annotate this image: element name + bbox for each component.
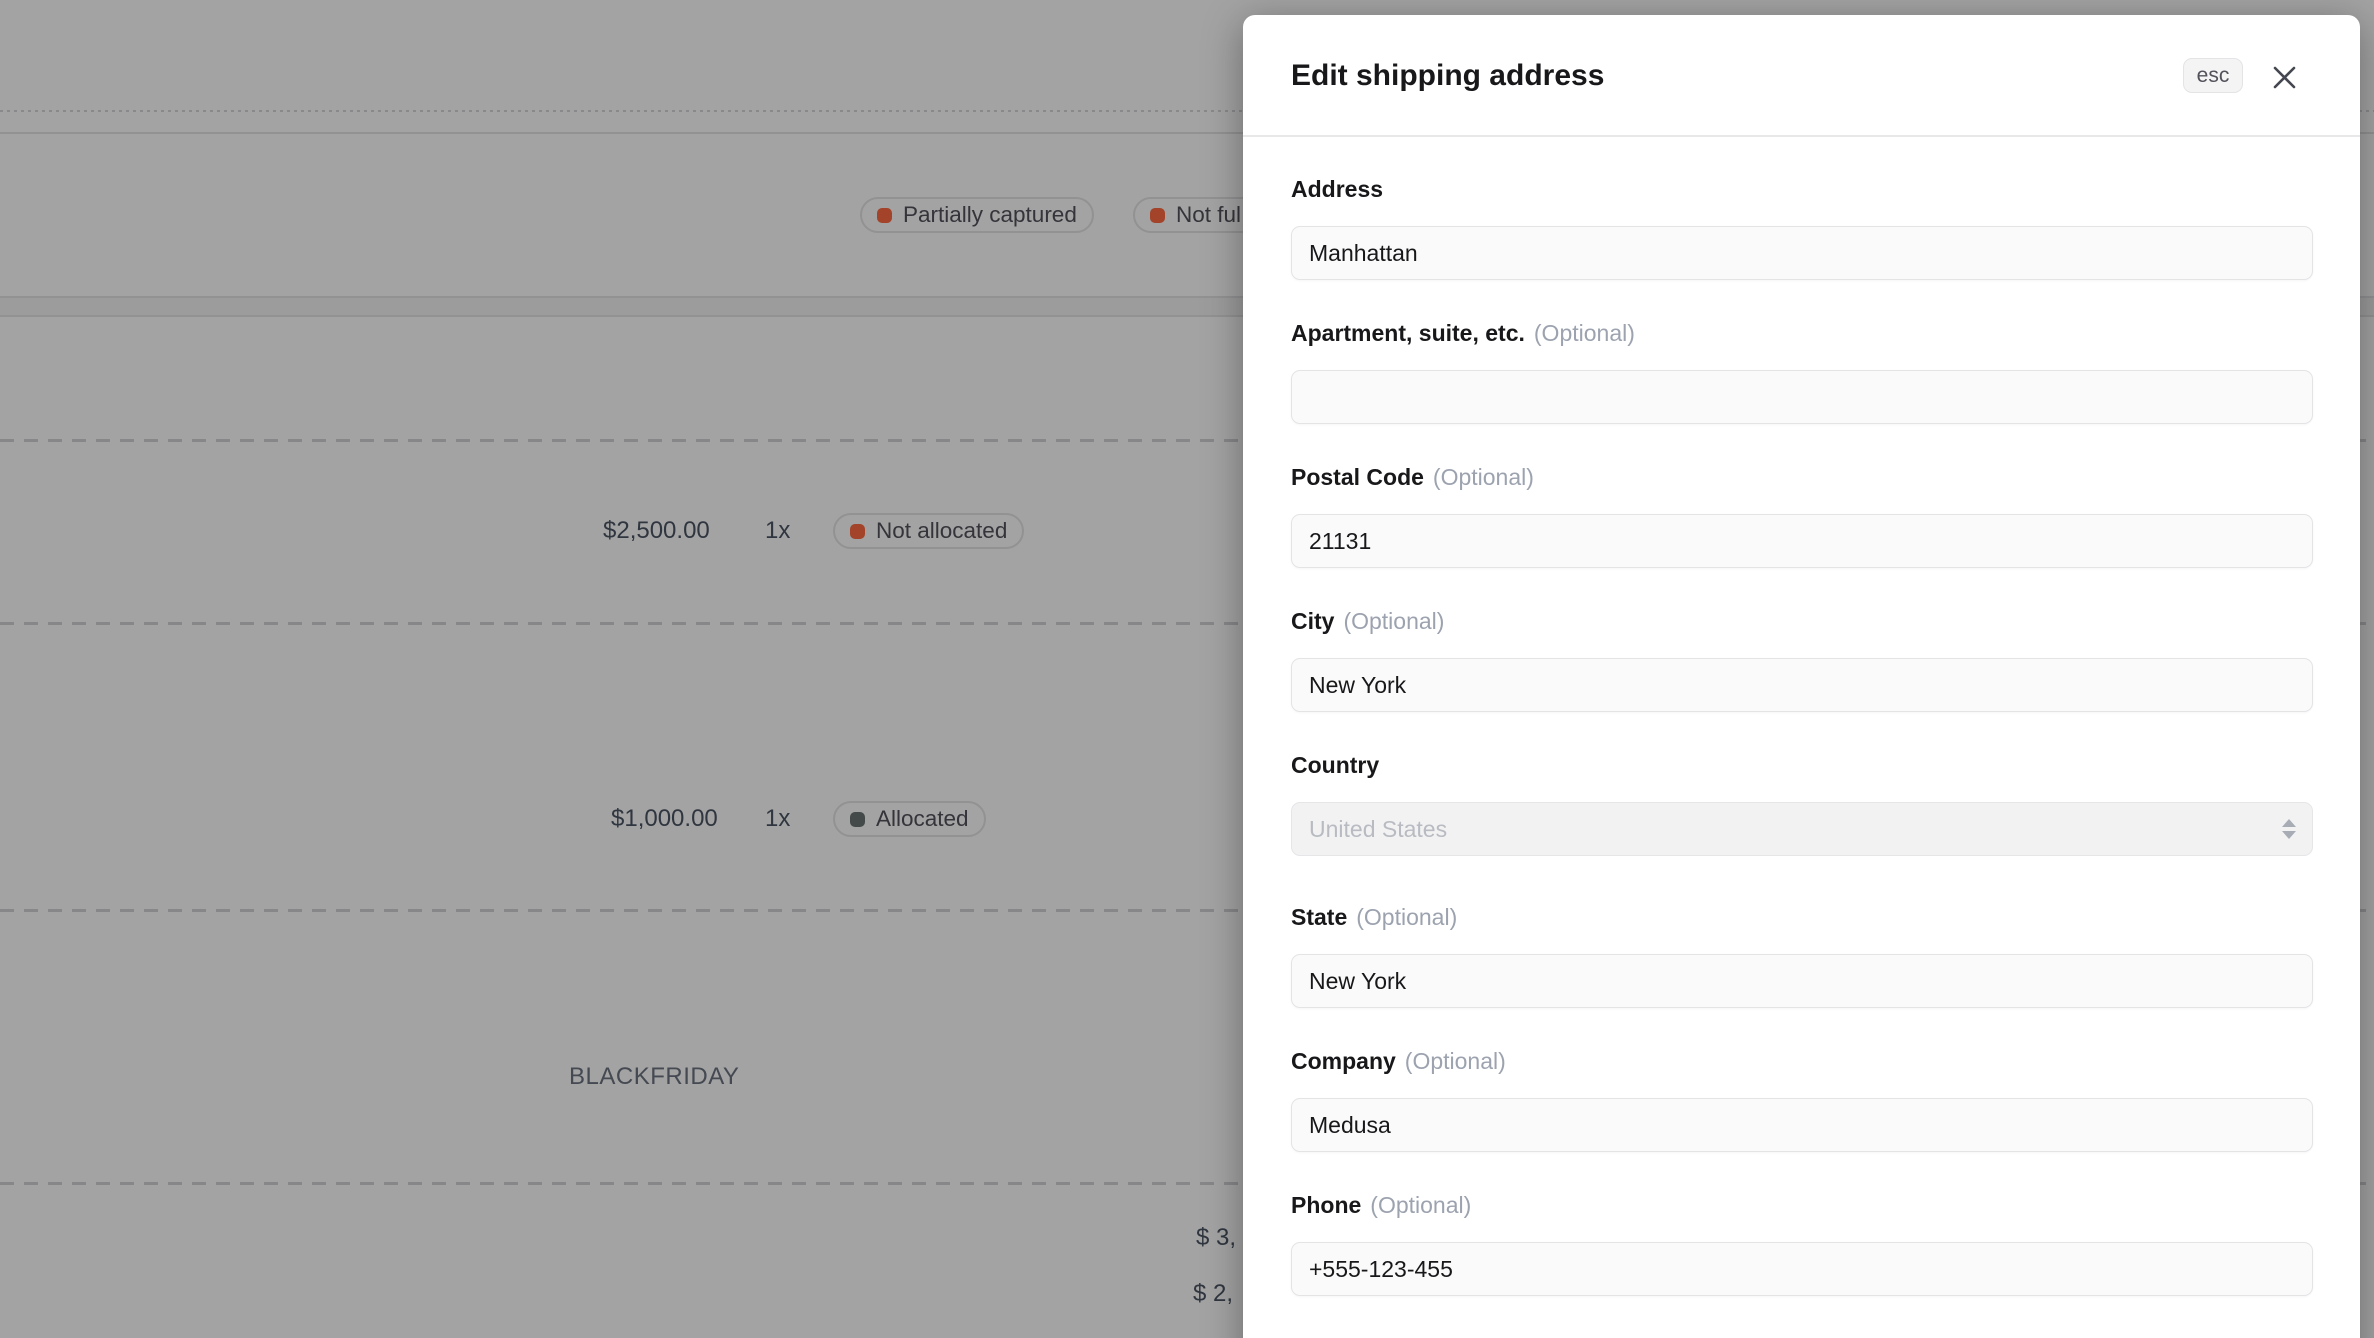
country-select[interactable]: United States	[1291, 802, 2313, 856]
close-button[interactable]	[2266, 59, 2302, 95]
field-label-state: State (Optional)	[1291, 903, 1458, 930]
field-label-address: Address	[1291, 175, 1384, 202]
company-input[interactable]	[1291, 1098, 2313, 1152]
divider-dotted	[0, 110, 2374, 112]
divider-dashed	[0, 909, 2374, 912]
divider-solid	[0, 132, 2374, 134]
field-label-country: Country	[1291, 751, 1380, 778]
postal-code-input[interactable]	[1291, 514, 2313, 568]
allocation-dot-icon	[850, 523, 865, 539]
line-item-qty: 1x	[765, 517, 791, 544]
status-badge-label: Not ful	[1176, 202, 1242, 227]
esc-key-badge: esc	[2183, 58, 2243, 93]
allocation-badge: Allocated	[833, 801, 986, 837]
edit-shipping-address-modal: Edit shipping address esc Address Apartm…	[1243, 15, 2360, 1338]
total-amount: $ 3,	[1196, 1224, 1237, 1251]
status-badge: Partially captured	[860, 197, 1094, 233]
allocation-dot-icon	[850, 811, 865, 827]
status-badge-label: Partially captured	[903, 202, 1077, 227]
status-dot-icon	[877, 207, 892, 223]
line-item-price: $1,000.00	[611, 805, 718, 832]
allocation-badge: Not allocated	[833, 513, 1025, 549]
field-label-city: City (Optional)	[1291, 607, 1445, 634]
country-select-value: United States	[1309, 815, 1448, 842]
address-input[interactable]	[1291, 226, 2313, 280]
divider-dashed	[0, 439, 2374, 442]
allocation-badge-label: Allocated	[876, 806, 969, 831]
divider-dashed	[0, 622, 2374, 625]
total-amount: $ 2,	[1193, 1280, 1234, 1307]
phone-input[interactable]	[1291, 1242, 2313, 1296]
card-border	[0, 315, 2374, 317]
field-label-company: Company (Optional)	[1291, 1047, 1506, 1074]
divider-dashed	[0, 1182, 2374, 1185]
card-border	[0, 296, 2374, 298]
modal-header: Edit shipping address esc	[1243, 15, 2360, 137]
allocation-badge-label: Not allocated	[876, 518, 1008, 543]
close-icon	[2273, 66, 2295, 88]
field-label-postal-code: Postal Code (Optional)	[1291, 463, 1534, 490]
city-input[interactable]	[1291, 658, 2313, 712]
promo-code: BLACKFRIDAY	[569, 1063, 740, 1090]
modal-title: Edit shipping address	[1291, 59, 1605, 92]
field-label-phone: Phone (Optional)	[1291, 1191, 1472, 1218]
state-input[interactable]	[1291, 954, 2313, 1008]
field-label-apartment: Apartment, suite, etc. (Optional)	[1291, 319, 1635, 346]
select-chevrons-icon	[2282, 819, 2296, 839]
line-item-qty: 1x	[765, 805, 791, 832]
line-item-price: $2,500.00	[603, 517, 710, 544]
apartment-input[interactable]	[1291, 370, 2313, 424]
status-dot-icon	[1150, 207, 1165, 223]
